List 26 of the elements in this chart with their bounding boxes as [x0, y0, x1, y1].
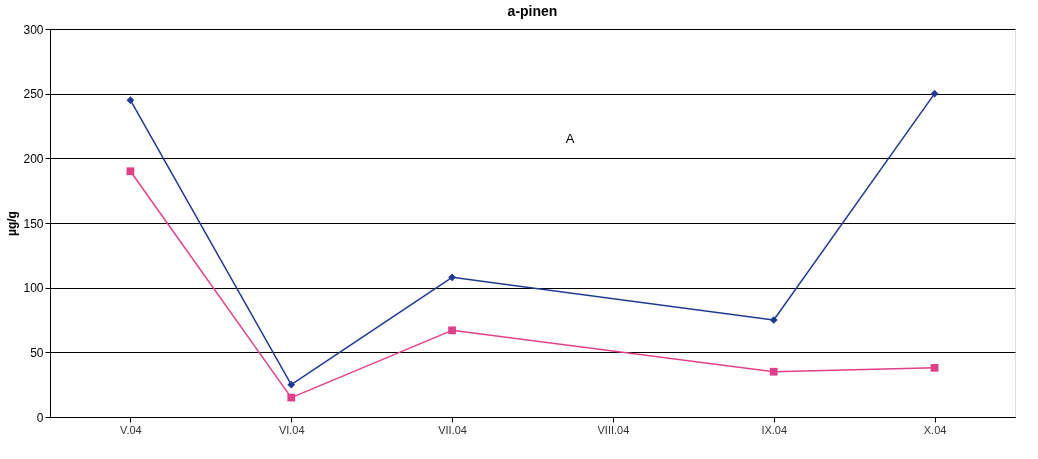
x-tick-label: X.04	[923, 423, 947, 436]
y-axis-title: µg/g	[5, 211, 20, 236]
point	[930, 89, 939, 98]
x-tick-label: IX.04	[761, 423, 788, 436]
x-tick-label: VIII.04	[597, 423, 630, 436]
point	[448, 326, 456, 335]
point	[126, 96, 135, 105]
x-tick-label: VII.04	[438, 423, 467, 436]
x-tick-label: VI.04	[278, 423, 305, 436]
y-tick-label: 200	[23, 151, 44, 166]
point	[769, 367, 778, 376]
point	[448, 273, 456, 282]
y-tick-label: 0	[36, 410, 44, 425]
y-tick-label: 300	[23, 22, 44, 37]
point	[287, 393, 296, 402]
y-tick-label: 150	[23, 216, 44, 231]
y-tick-label: 100	[23, 281, 44, 296]
point	[287, 380, 296, 389]
x-tick-label: V.04	[120, 423, 142, 436]
point	[769, 316, 778, 324]
point	[126, 167, 135, 176]
annotation: A	[565, 131, 575, 146]
chart-title: a-pinen	[507, 3, 558, 19]
point	[930, 363, 939, 372]
y-tick-label: 50	[30, 345, 44, 360]
y-tick-label: 250	[23, 87, 44, 102]
